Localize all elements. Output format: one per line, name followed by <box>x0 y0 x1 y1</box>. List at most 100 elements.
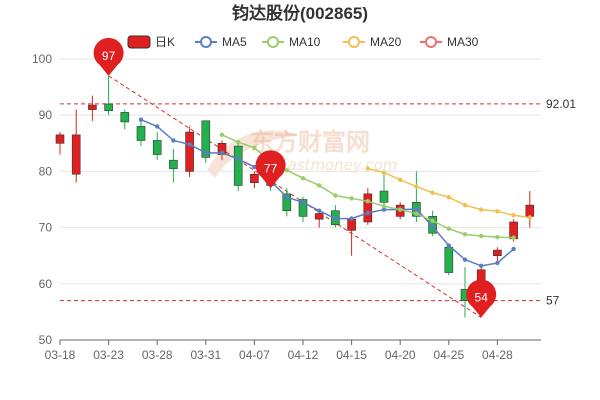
ma5-point <box>252 164 257 170</box>
y-tick-label: 100 <box>32 52 52 66</box>
legend-marker-icon <box>200 36 212 48</box>
ma20-point <box>381 170 387 175</box>
ma10-point <box>252 145 257 150</box>
ma10-point <box>462 232 468 237</box>
candle-up <box>476 269 486 282</box>
ma5-line <box>140 119 515 267</box>
candle-up <box>55 134 65 144</box>
ma10-point <box>398 207 403 212</box>
ma5-point <box>155 124 160 129</box>
ma5-point <box>381 207 387 212</box>
chart-legend: 日K MA5 MA10 MA20 MA30 <box>127 35 479 49</box>
candle-up <box>71 134 81 175</box>
price-pins: 97 77 54 <box>93 37 497 318</box>
ma10-point <box>511 235 516 240</box>
x-tick-label: 04-07 <box>239 348 270 362</box>
ma10-point <box>333 193 338 198</box>
price-pin-label: 97 <box>102 49 116 63</box>
ma5-point <box>300 200 306 205</box>
axes: 50 60 70 80 90 100 03-18 03-23 03-28 03-31 04-07 04… <box>32 52 541 362</box>
ma5-point <box>462 257 468 262</box>
candle-down <box>282 193 292 212</box>
trend-line <box>108 75 482 318</box>
ma20-point <box>495 209 500 214</box>
price-pin-label: 54 <box>475 291 489 305</box>
reference-label: 92.01 <box>546 97 576 111</box>
candle-up <box>363 193 373 223</box>
x-tick-label: 04-15 <box>336 348 367 362</box>
ma5-point <box>203 150 208 156</box>
y-tick-label: 50 <box>39 333 53 347</box>
chart-title: 钧达股份(002865) <box>232 3 368 23</box>
ma20-point <box>446 195 451 200</box>
legend-label: 日K <box>155 35 175 49</box>
legend-marker-icon <box>425 36 437 48</box>
ma5-point <box>138 117 144 122</box>
ma5-point <box>479 263 484 269</box>
candle-up <box>185 131 194 172</box>
candles <box>55 75 535 318</box>
ma10-point <box>414 211 419 216</box>
candle-down <box>104 103 113 112</box>
y-tick-label: 70 <box>39 221 53 235</box>
ma20-point <box>527 215 532 220</box>
ma10-point <box>381 204 387 209</box>
legend-label: MA20 <box>370 35 402 49</box>
candle-down <box>152 140 162 155</box>
ma20-point <box>430 190 435 195</box>
ma5-point <box>236 156 241 162</box>
legend-label: MA30 <box>447 35 479 49</box>
ma10-point <box>219 132 225 138</box>
price-pin-icon <box>93 37 124 76</box>
ma20-point <box>398 177 403 183</box>
x-tick-label: 03-31 <box>190 348 221 362</box>
ma5-point <box>414 206 419 212</box>
ma5-point <box>317 208 322 213</box>
ma5-point <box>219 150 225 156</box>
candle-up <box>250 173 259 183</box>
candle-down <box>136 126 146 141</box>
x-tick-label: 03-23 <box>93 348 124 362</box>
ma10-point <box>284 168 289 173</box>
y-tick-label: 80 <box>39 164 53 178</box>
y-tick-label: 60 <box>39 277 53 291</box>
candle-up <box>347 218 356 231</box>
x-tick-label: 03-28 <box>142 348 173 362</box>
ma10-point <box>430 218 435 224</box>
price-pin-label: 77 <box>264 161 278 175</box>
ma10-point <box>495 234 500 240</box>
ma20-point <box>511 213 516 218</box>
candle-up <box>525 204 535 217</box>
x-tick-label: 04-25 <box>433 348 464 362</box>
ma5-point <box>187 142 192 147</box>
x-tick-label: 04-28 <box>482 348 513 362</box>
candle-down <box>379 190 389 203</box>
ma5-point <box>171 138 176 143</box>
candle-down <box>298 199 308 217</box>
candle-down <box>169 159 178 169</box>
candle-up <box>493 249 502 257</box>
legend-label: MA10 <box>289 35 321 49</box>
ma5-point <box>333 216 338 221</box>
y-tick-label: 90 <box>39 108 53 122</box>
price-pin-icon <box>255 150 286 189</box>
ma5-point <box>446 243 451 248</box>
ma10-point <box>236 139 241 145</box>
ma5-point <box>495 260 500 266</box>
candle-down <box>201 120 211 158</box>
candle-up <box>314 213 324 220</box>
x-tick-label: 03-18 <box>45 348 76 362</box>
ma5-point <box>284 195 289 200</box>
ma20-point <box>414 184 419 189</box>
candle-down <box>233 145 243 186</box>
ma10-point <box>300 175 306 181</box>
ma10-point <box>349 196 354 201</box>
ma5-point <box>365 210 370 216</box>
candle-down <box>120 112 130 123</box>
ma5-point <box>511 246 516 252</box>
legend-candle-icon <box>127 35 151 49</box>
candle-down <box>444 246 454 273</box>
x-tick-label: 04-20 <box>385 348 416 362</box>
